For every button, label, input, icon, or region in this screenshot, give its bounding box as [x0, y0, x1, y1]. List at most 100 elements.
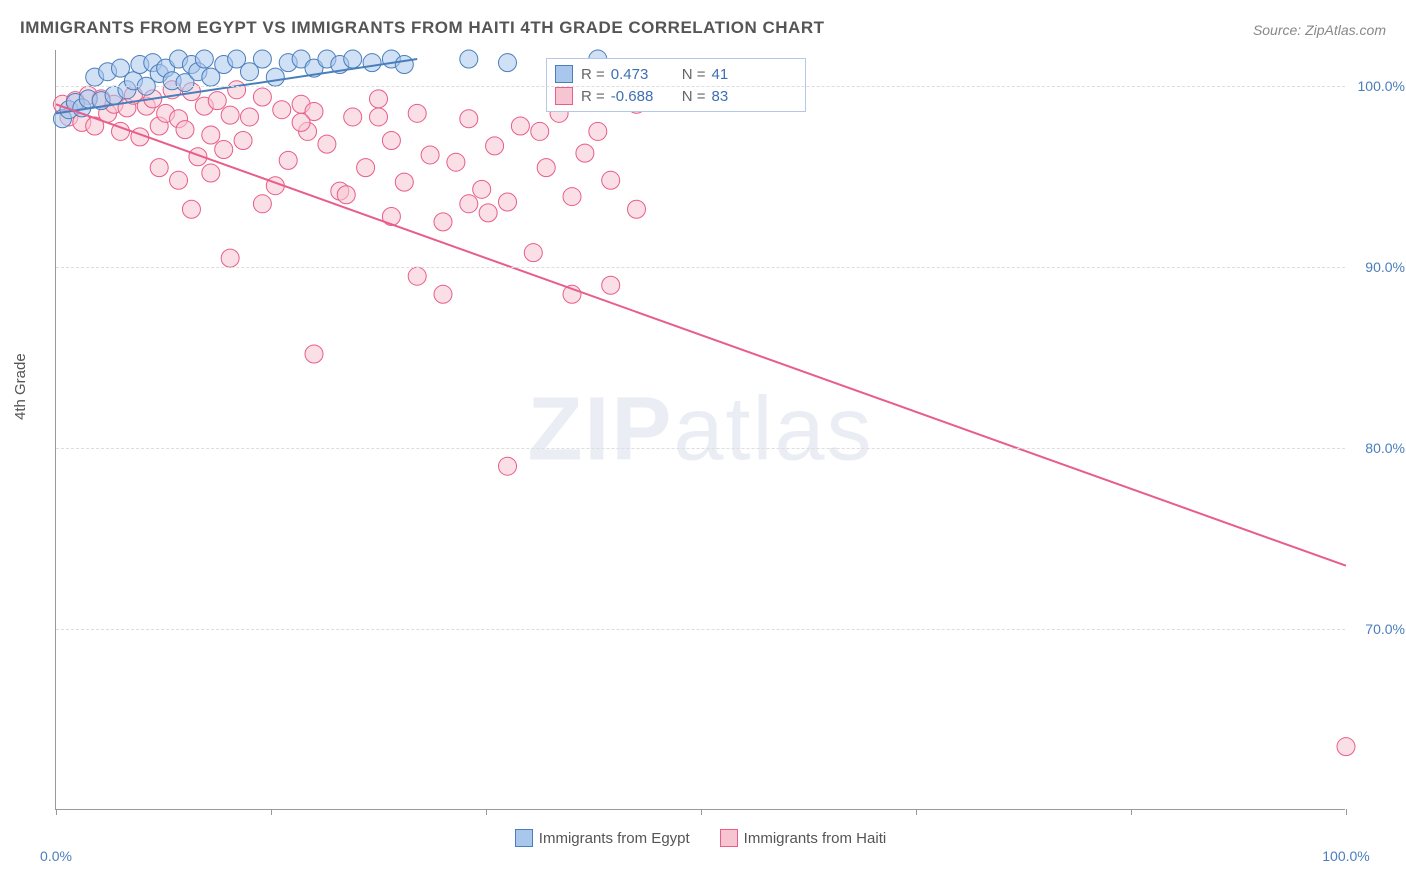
data-point: [234, 131, 252, 149]
legend-swatch: [720, 829, 738, 847]
x-tick: [1346, 809, 1347, 815]
data-point: [221, 249, 239, 267]
data-point: [195, 50, 213, 68]
legend-r-label: R =: [581, 66, 605, 83]
data-point: [202, 126, 220, 144]
data-point: [460, 195, 478, 213]
data-point: [486, 137, 504, 155]
y-tick-label: 90.0%: [1350, 259, 1405, 275]
y-tick-label: 80.0%: [1350, 440, 1405, 456]
data-point: [499, 193, 517, 211]
data-point: [563, 188, 581, 206]
chart-title: IMMIGRANTS FROM EGYPT VS IMMIGRANTS FROM…: [20, 18, 825, 38]
y-tick-label: 100.0%: [1350, 78, 1405, 94]
data-point: [253, 195, 271, 213]
data-point: [305, 345, 323, 363]
gridline: [56, 629, 1345, 630]
bottom-legend-label: Immigrants from Egypt: [539, 830, 690, 847]
data-point: [395, 173, 413, 191]
y-tick-label: 70.0%: [1350, 621, 1405, 637]
y-axis-label: 4th Grade: [12, 353, 29, 420]
x-tick: [1131, 809, 1132, 815]
data-point: [408, 104, 426, 122]
data-point: [357, 159, 375, 177]
legend-swatch: [555, 65, 573, 83]
x-tick: [916, 809, 917, 815]
data-point: [266, 68, 284, 86]
data-point: [434, 213, 452, 231]
x-tick-label: 0.0%: [40, 848, 72, 864]
data-point: [537, 159, 555, 177]
data-point: [460, 110, 478, 128]
gridline: [56, 448, 1345, 449]
data-point: [344, 108, 362, 126]
x-tick: [271, 809, 272, 815]
data-point: [602, 171, 620, 189]
data-point: [499, 457, 517, 475]
data-point: [531, 122, 549, 140]
data-point: [228, 81, 246, 99]
data-point: [628, 200, 646, 218]
data-point: [511, 117, 529, 135]
data-point: [337, 186, 355, 204]
data-point: [208, 92, 226, 110]
data-point: [176, 121, 194, 139]
data-point: [499, 54, 517, 72]
data-point: [576, 144, 594, 162]
gridline: [56, 267, 1345, 268]
x-tick: [56, 809, 57, 815]
data-point: [202, 164, 220, 182]
bottom-legend-item: Immigrants from Haiti: [720, 829, 887, 847]
trend-line: [56, 104, 1346, 565]
data-point: [479, 204, 497, 222]
data-point: [363, 54, 381, 72]
data-point: [460, 50, 478, 68]
data-point: [1337, 738, 1355, 756]
plot-svg: [56, 50, 1345, 809]
data-point: [344, 50, 362, 68]
legend-n-label: N =: [682, 66, 706, 83]
legend-n-value: 83: [712, 88, 729, 105]
data-point: [253, 50, 271, 68]
data-point: [408, 267, 426, 285]
data-point: [589, 122, 607, 140]
legend-n-label: N =: [682, 88, 706, 105]
data-point: [524, 244, 542, 262]
data-point: [150, 159, 168, 177]
data-point: [434, 285, 452, 303]
legend-r-label: R =: [581, 88, 605, 105]
legend-row: R = 0.473 N = 41: [555, 63, 797, 85]
data-point: [473, 180, 491, 198]
data-point: [395, 55, 413, 73]
data-point: [370, 108, 388, 126]
data-point: [447, 153, 465, 171]
bottom-legend-label: Immigrants from Haiti: [744, 830, 887, 847]
data-point: [170, 171, 188, 189]
legend-r-value: 0.473: [611, 66, 666, 83]
legend-swatch: [555, 87, 573, 105]
data-point: [370, 90, 388, 108]
legend-row: R = -0.688 N = 83: [555, 85, 797, 107]
data-point: [215, 141, 233, 159]
legend-n-value: 41: [712, 66, 729, 83]
source-label: Source: ZipAtlas.com: [1253, 22, 1386, 38]
x-tick: [486, 809, 487, 815]
x-tick: [701, 809, 702, 815]
data-point: [382, 131, 400, 149]
data-point: [241, 108, 259, 126]
legend-box: R = 0.473 N = 41 R = -0.688 N = 83: [546, 58, 806, 112]
legend-r-value: -0.688: [611, 88, 666, 105]
data-point: [421, 146, 439, 164]
gridline: [56, 86, 1345, 87]
bottom-legend: Immigrants from Egypt Immigrants from Hai…: [56, 829, 1345, 847]
data-point: [182, 200, 200, 218]
legend-swatch: [515, 829, 533, 847]
data-point: [273, 101, 291, 119]
data-point: [221, 106, 239, 124]
x-tick-label: 100.0%: [1322, 848, 1369, 864]
data-point: [602, 276, 620, 294]
data-point: [279, 151, 297, 169]
data-point: [318, 135, 336, 153]
data-point: [292, 113, 310, 131]
bottom-legend-item: Immigrants from Egypt: [515, 829, 690, 847]
